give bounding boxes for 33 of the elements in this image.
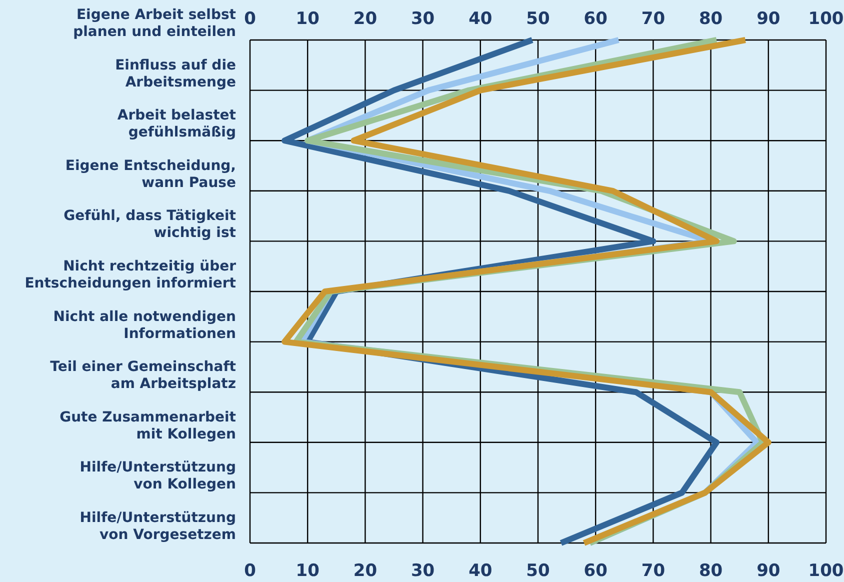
y-tick-label: Einfluss auf die Arbeitsmenge	[115, 57, 236, 90]
y-tick-label: Eigene Entscheidung, wann Pause	[65, 158, 236, 191]
x-tick-label: 0	[244, 9, 256, 29]
x-tick-label: 70	[641, 9, 666, 29]
x2-tick-label: 90	[756, 561, 780, 581]
x-tick-label: 90	[756, 9, 780, 29]
x-tick-label: 40	[468, 9, 492, 29]
x-tick-label: 60	[584, 9, 608, 29]
x2-tick-label: 0	[244, 561, 256, 581]
x2-tick-label: 40	[468, 561, 492, 581]
x2-tick-label: 20	[353, 561, 378, 581]
x-tick-label: 80	[698, 9, 723, 29]
y-tick-label: Hilfe/Unterstützung von Vorgesetzem	[80, 510, 236, 543]
x2-tick-label: 80	[698, 561, 723, 581]
x2-tick-label: 30	[410, 561, 435, 581]
x2-tick-label: 10	[296, 561, 320, 581]
x2-tick-label: 50	[526, 561, 550, 581]
y-tick-label: Gute Zusammenarbeit mit Kollegen	[60, 409, 236, 442]
y-tick-label: Arbeit belastet gefühlsmäßig	[117, 108, 236, 141]
x-tick-label: 30	[410, 9, 435, 29]
y-tick-label: Gefühl, dass Tätigkeit wichtig ist	[64, 208, 236, 242]
x2-tick-label: 70	[641, 561, 666, 581]
x-tick-label: 50	[526, 9, 550, 29]
y-tick-label: Eigene Arbeit selbst planen und einteilen	[73, 7, 236, 40]
y-tick-label: Nicht alle notwendigen Informationen	[53, 308, 236, 342]
x-tick-label: 10	[296, 9, 320, 29]
x2-tick-label: 60	[584, 561, 608, 581]
y-tick-label: Teil einer Gemeinschaft am Arbeitsplatz	[50, 359, 236, 392]
y-tick-label: Nicht rechtzeitig über Entscheidungen informiert	[24, 258, 236, 292]
y-tick-label: Hilfe/Unterstützung von Kollegen	[80, 460, 236, 493]
x2-tick-label: 100	[808, 561, 844, 581]
x-tick-label: 100	[808, 9, 844, 29]
x-tick-label: 20	[353, 9, 378, 29]
